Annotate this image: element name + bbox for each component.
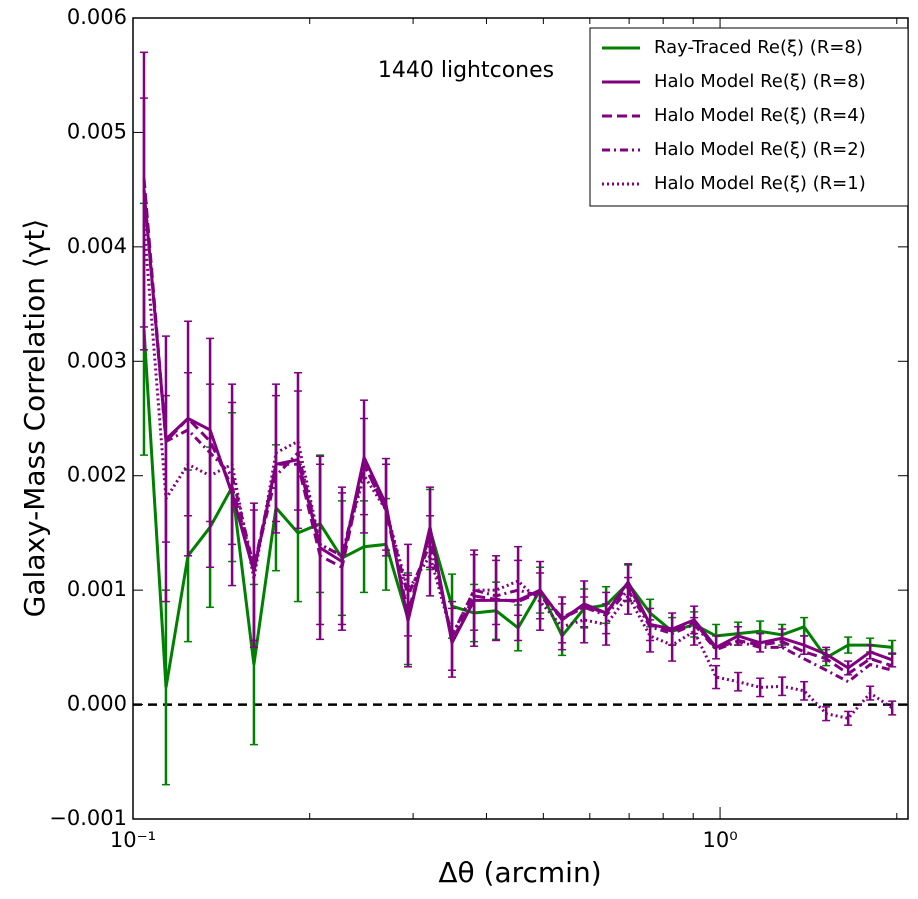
error-bar — [514, 545, 523, 617]
legend-label: Halo Model Re(ξ) (R=8) — [654, 71, 866, 92]
y-tick-label: 0.002 — [67, 463, 127, 487]
y-tick-label: 0.003 — [67, 348, 127, 372]
error-bar — [668, 628, 677, 662]
annotation: 1440 lightcones — [378, 58, 554, 83]
x-tick-label: 10⁰ — [702, 828, 737, 852]
error-bar — [712, 664, 721, 690]
error-bar — [536, 572, 545, 631]
error-bar — [888, 700, 897, 716]
series-line — [142, 189, 893, 684]
error-bar — [293, 371, 302, 511]
error-bar — [580, 596, 589, 644]
error-bar — [844, 710, 853, 726]
plot-frame — [132, 17, 909, 820]
y-tick-label: 0.000 — [67, 692, 127, 716]
y-tick-label: 0.004 — [67, 234, 127, 258]
y-tick-label: −0.001 — [49, 806, 127, 830]
x-tick-label: 10⁻¹ — [110, 828, 156, 852]
x-axis-label: Δθ (arcmin) — [438, 856, 601, 889]
y-axis-label: Galaxy-Mass Correlation ⟨γt⟩ — [18, 219, 51, 618]
error-bar — [249, 509, 258, 649]
y-tick-label: 0.005 — [67, 119, 127, 143]
legend-label: Halo Model Re(ξ) (R=1) — [654, 173, 866, 194]
error-bar — [382, 463, 391, 557]
error-bar — [360, 417, 369, 534]
error-bar — [690, 616, 699, 646]
error-bar — [426, 515, 435, 597]
error-bar — [756, 677, 765, 698]
series-line — [142, 223, 894, 720]
error-bar — [800, 680, 809, 701]
series-line — [142, 178, 893, 676]
legend-label: Halo Model Re(ξ) (R=4) — [654, 105, 866, 126]
error-bar — [492, 555, 501, 626]
legend-label: Ray-Traced Re(ξ) (R=8) — [654, 37, 863, 58]
error-bar — [624, 576, 633, 615]
legend-label: Halo Model Re(ξ) (R=2) — [654, 139, 866, 160]
y-tick-label: 0.001 — [67, 577, 127, 601]
y-tick-label: 0.006 — [67, 5, 127, 29]
legend-box — [589, 27, 909, 207]
error-bar — [139, 97, 148, 351]
error-bar — [338, 486, 347, 626]
error-bar — [646, 619, 655, 653]
